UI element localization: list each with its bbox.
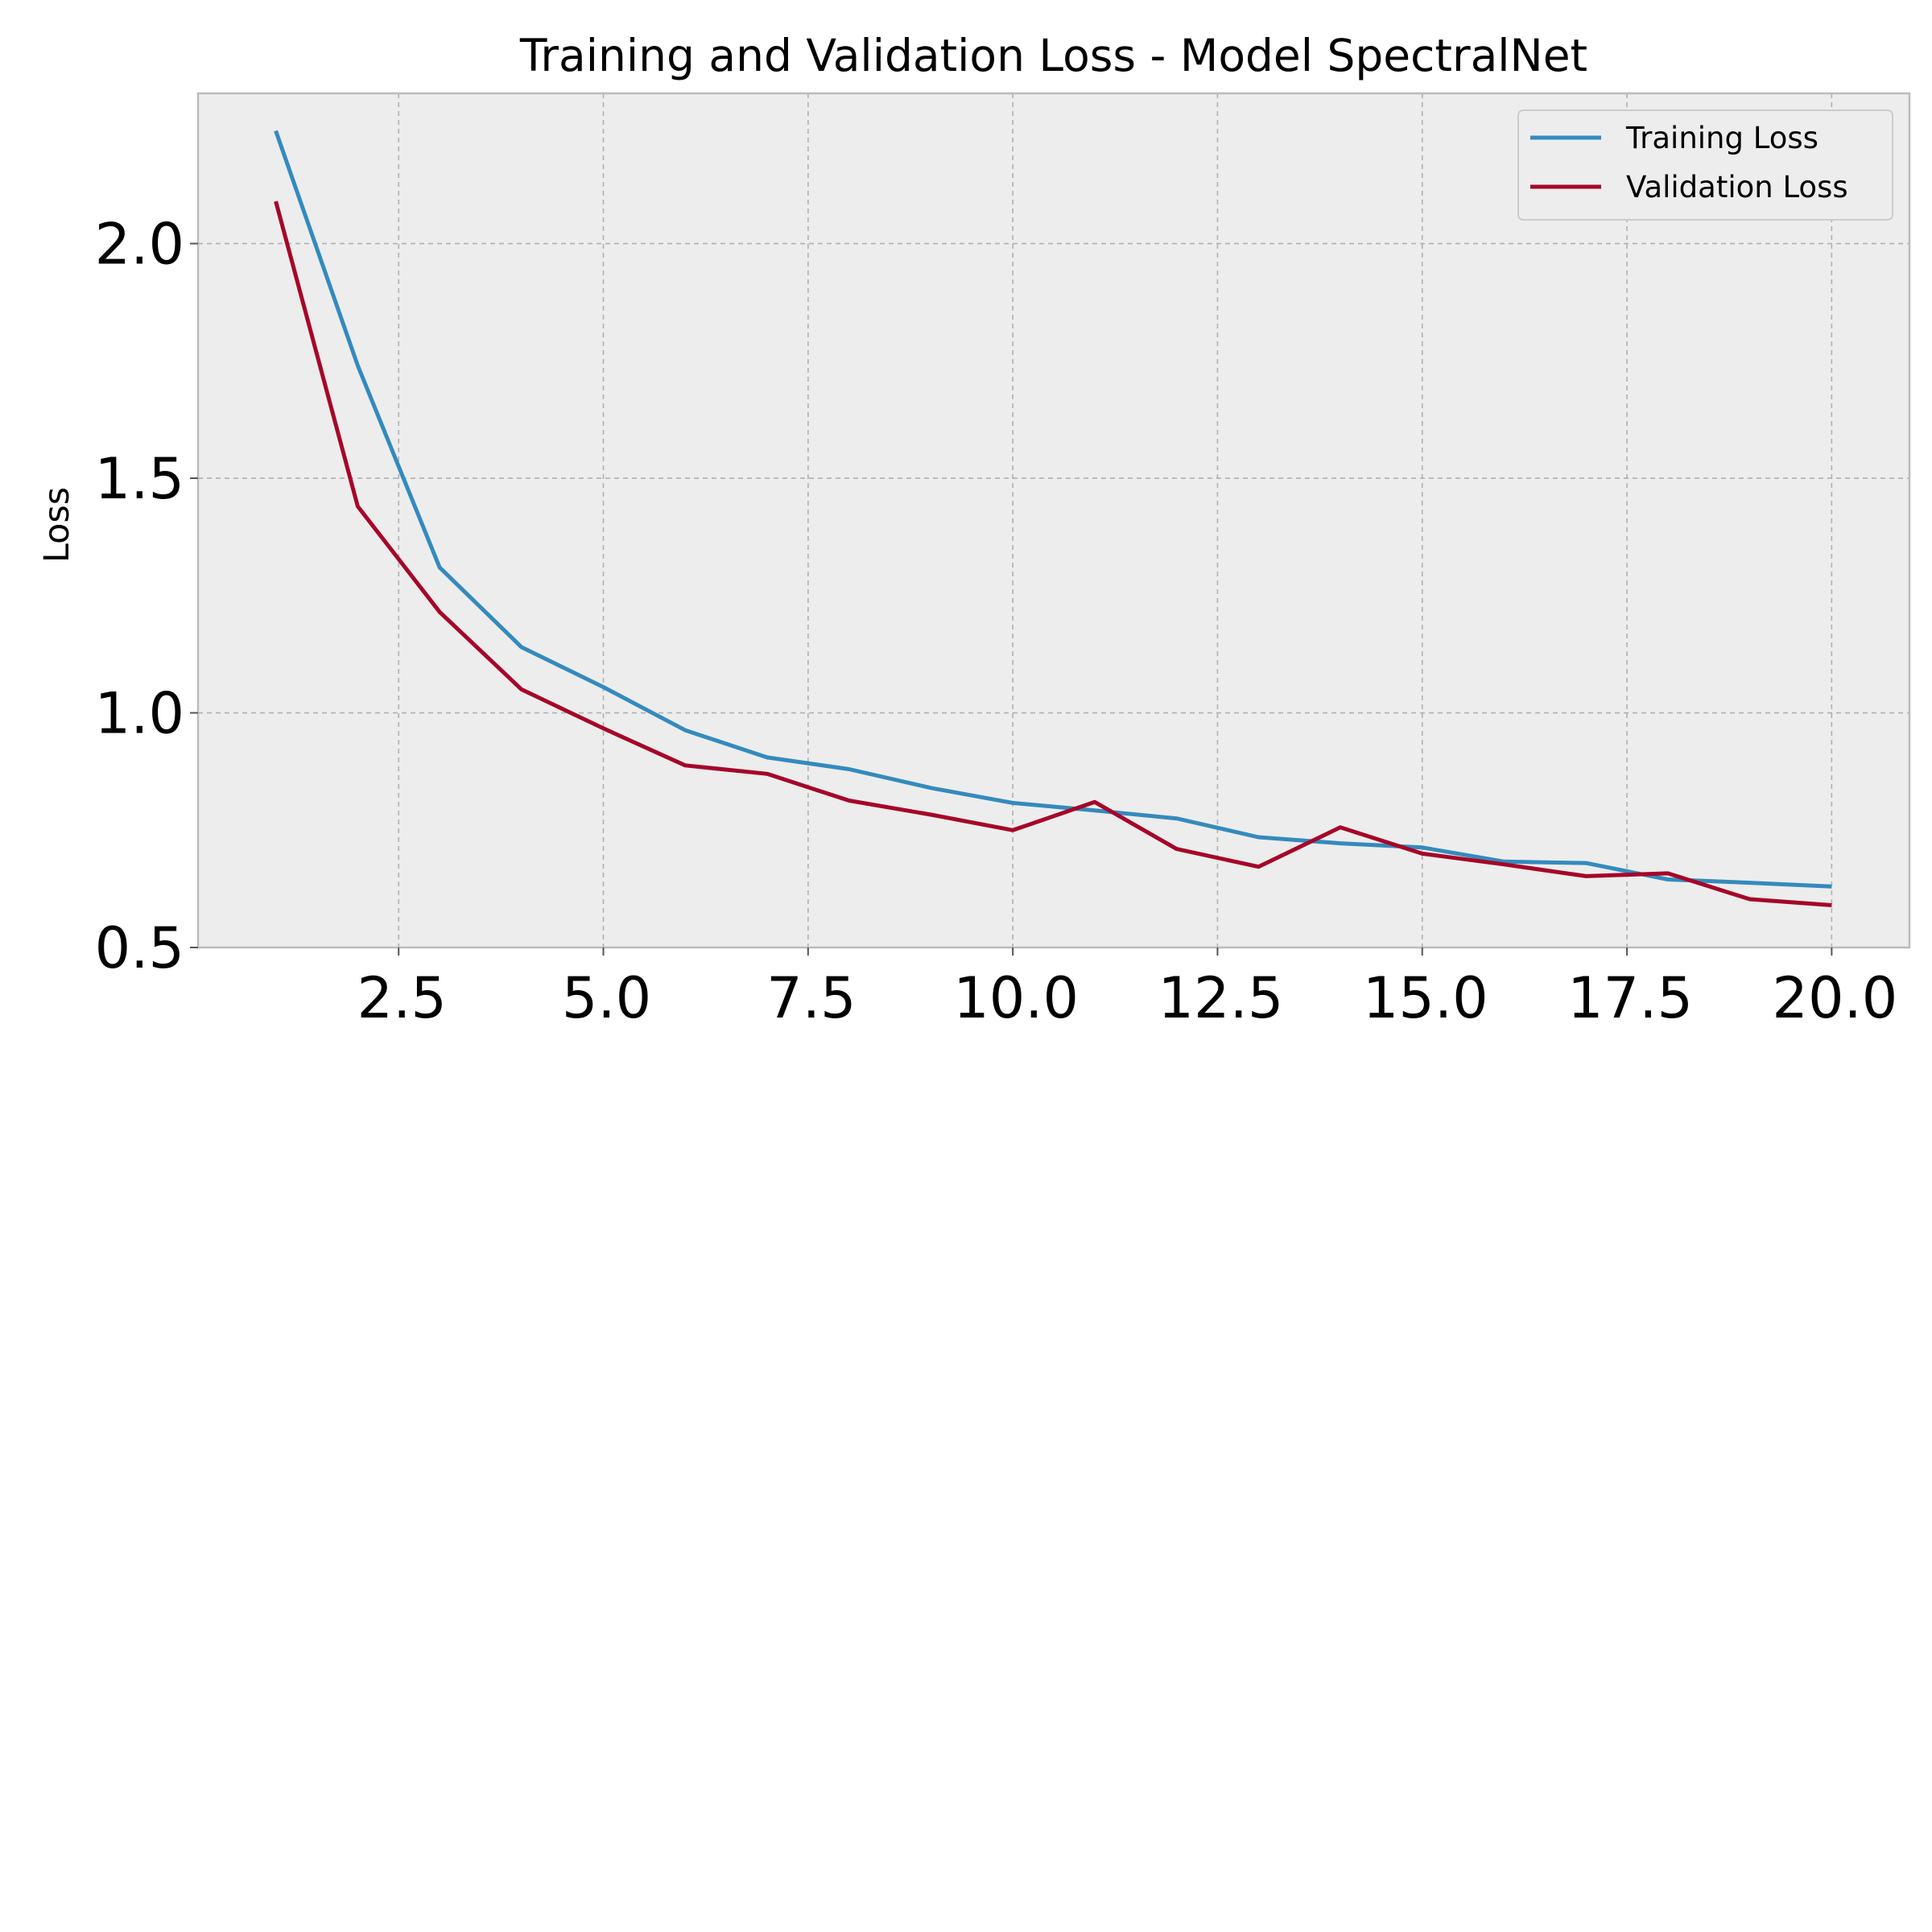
training-loss-point: [1748, 881, 1752, 885]
training-loss-point: [929, 786, 933, 790]
training-loss-point: [1830, 885, 1834, 889]
validation-loss-point: [1420, 852, 1424, 856]
training-loss-point: [1584, 861, 1588, 865]
legend-label-training: Training Loss: [1625, 121, 1818, 155]
legend-box: [1517, 109, 1893, 221]
validation-loss-point: [1666, 871, 1670, 875]
training-loss-point: [683, 729, 687, 733]
plot-area-background: [198, 93, 1909, 947]
x-tick-label: 7.5: [766, 965, 856, 1031]
x-tick-label: 12.5: [1158, 965, 1284, 1031]
training-loss-point: [1257, 836, 1261, 840]
validation-loss-point: [1092, 800, 1096, 804]
axis-ticks: 2.5 5.0 7.5 10.0 12.5 15.0 17.5 20.0 0.5 1.0 1.5 2.…: [95, 212, 1898, 1031]
training-loss-line: [274, 130, 1832, 889]
x-tick-label: 2.5: [357, 965, 447, 1031]
validation-loss-point: [1502, 862, 1506, 866]
validation-loss-line: [274, 200, 1832, 907]
training-loss-point: [847, 767, 851, 771]
training-loss-point: [274, 129, 278, 133]
validation-loss-point: [1339, 825, 1343, 829]
y-tick-label: 1.5: [95, 446, 184, 512]
y-tick-label: 2.0: [95, 212, 184, 278]
validation-loss-point: [438, 610, 442, 614]
validation-loss-point: [766, 772, 770, 776]
y-tick-label: 0.5: [95, 915, 184, 981]
validation-loss-point: [356, 505, 360, 509]
training-loss-point: [1339, 841, 1343, 845]
training-loss-point: [1420, 845, 1424, 849]
legend: Training Loss Validation Loss: [1517, 109, 1893, 221]
training-loss-point: [1174, 816, 1179, 820]
training-loss-point: [601, 685, 605, 689]
validation-loss-point: [601, 726, 605, 730]
training-loss-point: [1666, 877, 1670, 881]
y-tick-label: 1.0: [95, 681, 184, 747]
training-loss-point: [1011, 801, 1015, 805]
legend-label-validation: Validation Loss: [1626, 170, 1848, 204]
training-loss-point: [766, 755, 770, 759]
validation-loss-point: [1011, 828, 1015, 832]
x-tick-label: 10.0: [953, 965, 1079, 1031]
validation-loss-point: [929, 813, 933, 817]
validation-loss-point: [1830, 903, 1834, 907]
validation-loss-point: [683, 763, 687, 767]
training-loss-point: [356, 364, 360, 368]
validation-loss-point: [1748, 898, 1752, 902]
validation-loss-point: [1584, 874, 1588, 878]
training-loss-point: [1092, 808, 1096, 812]
plot-area-border: [196, 92, 1911, 949]
x-tick-label: 17.5: [1567, 965, 1693, 1031]
validation-loss-point: [274, 200, 278, 204]
data-series: [274, 129, 1834, 907]
validation-loss-point: [847, 799, 851, 803]
chart-title: Training and Validation Loss - Model Spe…: [519, 30, 1587, 81]
validation-loss-point: [519, 687, 523, 691]
x-tick-label: 15.0: [1363, 965, 1488, 1031]
x-tick-label: 20.0: [1772, 965, 1897, 1031]
training-loss-point: [438, 565, 442, 569]
x-tick-label: 5.0: [562, 965, 651, 1031]
validation-loss-point: [1257, 865, 1261, 869]
validation-loss-point: [1174, 847, 1179, 851]
training-loss-point: [519, 645, 523, 649]
y-axis-label: Loss: [37, 487, 77, 563]
